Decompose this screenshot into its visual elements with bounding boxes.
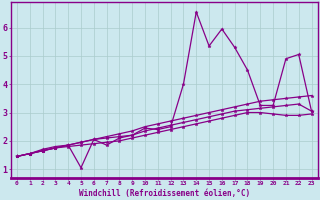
X-axis label: Windchill (Refroidissement éolien,°C): Windchill (Refroidissement éolien,°C) (79, 189, 250, 198)
